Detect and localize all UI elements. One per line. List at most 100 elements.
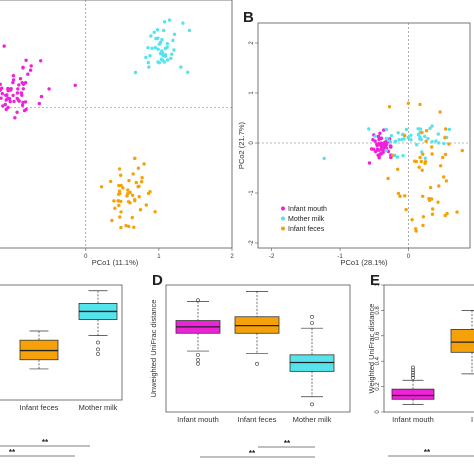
data-point-orange xyxy=(116,199,120,203)
data-point-magenta xyxy=(39,59,43,63)
data-point-orange xyxy=(430,212,435,216)
data-point-magenta xyxy=(373,139,377,143)
x-axis-label: PCo1 (11.1%) xyxy=(92,258,139,267)
legend-label: Infant mouth xyxy=(288,206,327,213)
data-point-cyan xyxy=(150,46,154,50)
data-point-orange xyxy=(444,127,448,131)
outlier-point xyxy=(411,373,415,378)
x-category-label: Infant mouth xyxy=(177,415,219,424)
data-point-orange xyxy=(438,110,442,114)
x-axis-label: PCo1 (28.1%) xyxy=(340,258,388,267)
data-point-cyan xyxy=(165,45,169,49)
data-point-magenta xyxy=(369,147,374,151)
data-point-cyan xyxy=(430,124,434,128)
outlier-point xyxy=(196,352,200,357)
data-point-cyan xyxy=(419,137,423,142)
data-point-orange xyxy=(133,198,137,202)
data-point-orange xyxy=(443,152,448,157)
y-tick-label: -2 xyxy=(249,240,255,246)
data-point-orange xyxy=(439,164,443,168)
data-point-orange xyxy=(436,200,440,204)
data-point-magenta xyxy=(0,91,4,96)
data-point-orange xyxy=(443,213,447,218)
data-point-orange xyxy=(406,101,411,106)
data-point-orange xyxy=(118,191,122,196)
data-point-magenta xyxy=(12,99,16,104)
data-point-orange xyxy=(421,194,425,198)
data-point-cyan xyxy=(172,32,177,36)
data-point-magenta xyxy=(381,150,385,155)
data-point-orange xyxy=(396,191,401,196)
data-point-magenta xyxy=(47,87,51,91)
data-point-orange xyxy=(421,152,425,156)
x-tick-label: 1 xyxy=(157,254,161,260)
data-point-cyan xyxy=(322,156,326,161)
plot-frame-A xyxy=(0,0,233,249)
outlier-point xyxy=(310,314,314,319)
data-point-cyan xyxy=(384,148,388,153)
data-point-magenta xyxy=(3,93,8,98)
outlier-point xyxy=(411,365,415,370)
data-point-cyan xyxy=(442,141,446,146)
data-point-magenta xyxy=(367,161,372,165)
y-axis-label: Unweighted UniFrac distance xyxy=(149,300,158,398)
data-point-orange xyxy=(414,159,418,164)
data-point-cyan xyxy=(165,58,170,62)
outlier-point xyxy=(310,321,314,326)
data-point-magenta xyxy=(20,103,25,108)
data-point-magenta xyxy=(13,116,17,120)
data-point-magenta xyxy=(378,131,382,135)
data-point-magenta xyxy=(17,83,21,87)
data-point-orange xyxy=(118,215,122,219)
data-point-cyan xyxy=(400,137,404,142)
outlier-point xyxy=(196,358,200,362)
data-point-cyan xyxy=(167,18,172,22)
data-point-cyan xyxy=(386,138,391,142)
data-point-magenta xyxy=(18,77,23,81)
data-point-cyan xyxy=(423,156,427,160)
data-point-orange xyxy=(119,173,123,177)
data-point-orange xyxy=(396,167,400,171)
data-point-magenta xyxy=(15,91,20,95)
data-point-orange xyxy=(428,185,433,190)
data-point-orange xyxy=(139,180,144,184)
data-point-cyan xyxy=(423,134,427,139)
legend-marker-cyan xyxy=(281,216,285,221)
x-category-label: Mother milk xyxy=(79,403,118,412)
y-tick-label: -1 xyxy=(249,190,255,196)
data-point-cyan xyxy=(389,134,394,138)
data-point-orange xyxy=(420,168,424,172)
data-point-orange xyxy=(417,165,421,169)
data-point-cyan xyxy=(430,140,434,144)
data-point-orange xyxy=(430,197,434,201)
data-point-cyan xyxy=(416,132,421,137)
data-point-cyan xyxy=(147,65,151,69)
data-point-cyan xyxy=(404,127,409,132)
data-point-cyan xyxy=(434,139,438,143)
plot-frame-E xyxy=(383,284,474,413)
data-point-cyan xyxy=(148,54,152,58)
data-point-magenta xyxy=(7,96,12,101)
y-tick-label: 0 xyxy=(249,141,255,145)
data-point-cyan xyxy=(157,42,162,46)
data-point-orange xyxy=(419,159,423,164)
data-point-cyan xyxy=(160,37,164,42)
x-category-label: I xyxy=(471,415,473,424)
data-point-orange xyxy=(413,227,418,231)
y-tick-label: 1 xyxy=(249,91,255,95)
x-category-label: Mother milk xyxy=(293,415,332,424)
data-point-orange xyxy=(421,215,426,219)
legend-label: Mother milk xyxy=(288,216,325,223)
data-point-orange xyxy=(140,176,144,180)
outlier-point xyxy=(96,352,100,356)
data-point-orange xyxy=(418,155,422,160)
box-magenta xyxy=(391,388,435,400)
data-point-magenta xyxy=(11,93,15,98)
data-point-cyan xyxy=(426,136,430,141)
panel-letter-D: D xyxy=(152,272,163,289)
data-point-orange xyxy=(128,201,132,205)
data-point-orange xyxy=(110,218,114,223)
data-point-magenta xyxy=(29,64,33,68)
data-point-orange xyxy=(386,176,390,181)
data-point-orange xyxy=(117,167,122,171)
